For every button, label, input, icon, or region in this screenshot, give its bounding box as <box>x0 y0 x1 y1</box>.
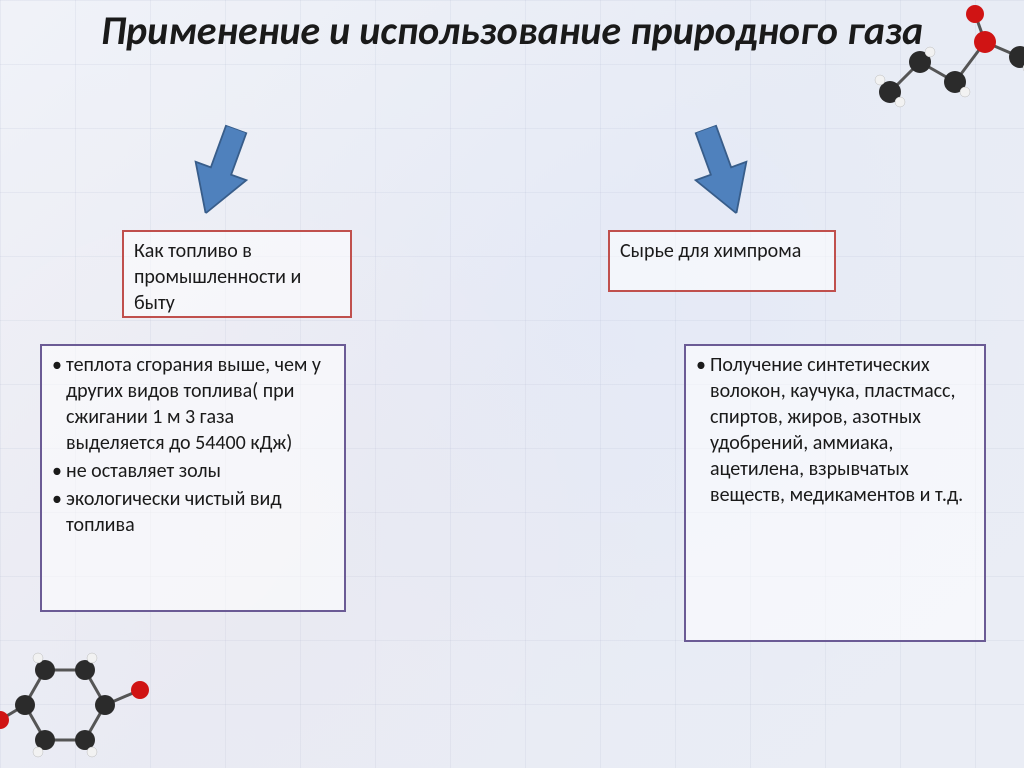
box-fuel-label: Как топливо в промышленности и быту <box>122 230 352 318</box>
chem-details-list: Получение синтетических волокон, каучука… <box>696 352 974 508</box>
box-chem-label-text: Сырье для химпрома <box>620 238 824 264</box>
list-item: Получение синтетических волокон, каучука… <box>696 352 974 508</box>
box-fuel-details: теплота сгорания выше, чем у других видо… <box>40 344 346 612</box>
molecule-icon <box>0 640 170 768</box>
fuel-details-list: теплота сгорания выше, чем у других видо… <box>52 352 334 538</box>
list-item: не оставляет золы <box>52 458 334 484</box>
list-item: экологически чистый вид топлива <box>52 486 334 538</box>
molecule-icon <box>870 2 1024 112</box>
box-chem-details: Получение синтетических волокон, каучука… <box>684 344 986 642</box>
box-fuel-label-text: Как топливо в промышленности и быту <box>134 238 340 316</box>
list-item: теплота сгорания выше, чем у других видо… <box>52 352 334 456</box>
box-chem-label: Сырье для химпрома <box>608 230 836 292</box>
